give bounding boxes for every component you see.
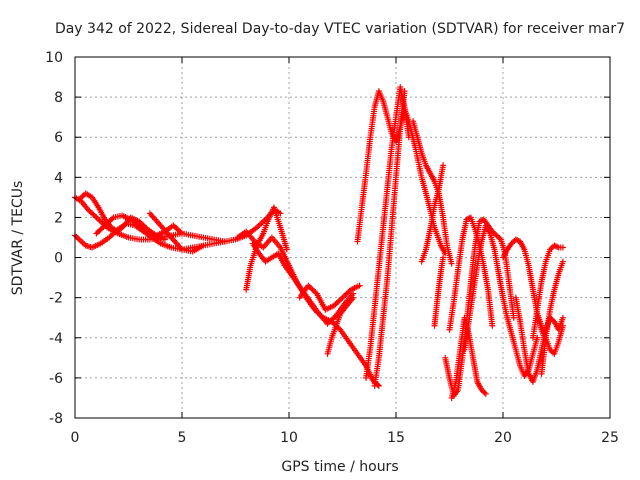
series-track-i [296,282,363,313]
series-track-e [146,210,207,255]
series-track-w [529,242,566,341]
y-tick-label: -4 [49,331,63,347]
data-point [356,282,363,289]
x-tick-label: 20 [494,430,512,446]
data-point [374,381,381,388]
data-point [510,314,517,321]
x-tick-label: 15 [387,430,405,446]
y-tick-label: -8 [49,411,63,427]
data-point [179,230,185,237]
axis-ticks: 0 5 10 15 20 25 -8 -6 -4 -2 0 2 4 6 8 10 [45,50,619,446]
data-point [489,322,496,329]
data-point [554,243,561,250]
data-point [559,244,566,251]
y-tick-label: 2 [54,210,63,226]
series-track-b [72,220,228,253]
y-tick-label: 10 [45,50,63,66]
plot-frame [74,56,611,419]
x-axis-label: GPS time / hours [281,459,398,475]
data-points [72,84,566,401]
series-track-j [324,294,357,357]
series-track-d [93,212,185,239]
series-track-r [446,214,496,333]
series-track-l [371,88,408,389]
x-tick-label: 25 [601,430,619,446]
x-tick-label: 5 [178,430,187,446]
data-point [405,134,412,141]
chart-title: Day 342 of 2022, Sidereal Day-to-day VTE… [55,21,625,37]
data-point [221,238,228,245]
x-tick-label: 10 [280,430,298,446]
data-point [559,322,566,329]
series-track-o [418,162,447,265]
series-track-p [431,254,447,329]
data-point [350,294,357,301]
series-track-y [534,310,566,357]
y-tick-label: 4 [54,170,63,186]
y-tick-label: 0 [54,251,63,267]
data-point [200,242,207,249]
x-tick-label: 0 [71,430,80,446]
series-track-t [461,222,541,379]
data-point [482,390,489,397]
data-point [448,260,455,267]
series-track-f [234,228,382,389]
series-track-g [243,204,290,293]
y-tick-label: 8 [54,90,63,106]
data-point [161,236,168,243]
data-point [559,258,566,265]
series-track-s [448,314,489,401]
data-point [440,254,447,261]
y-axis-label: SDTVAR / TECUs [10,181,26,296]
y-tick-label: -2 [49,291,63,307]
y-tick-label: -6 [49,371,63,387]
series-track-m [363,84,412,381]
data-point [283,246,290,253]
data-point [440,162,447,169]
y-tick-label: 6 [54,130,63,146]
data-point [559,314,566,321]
series-track-n [410,118,455,267]
